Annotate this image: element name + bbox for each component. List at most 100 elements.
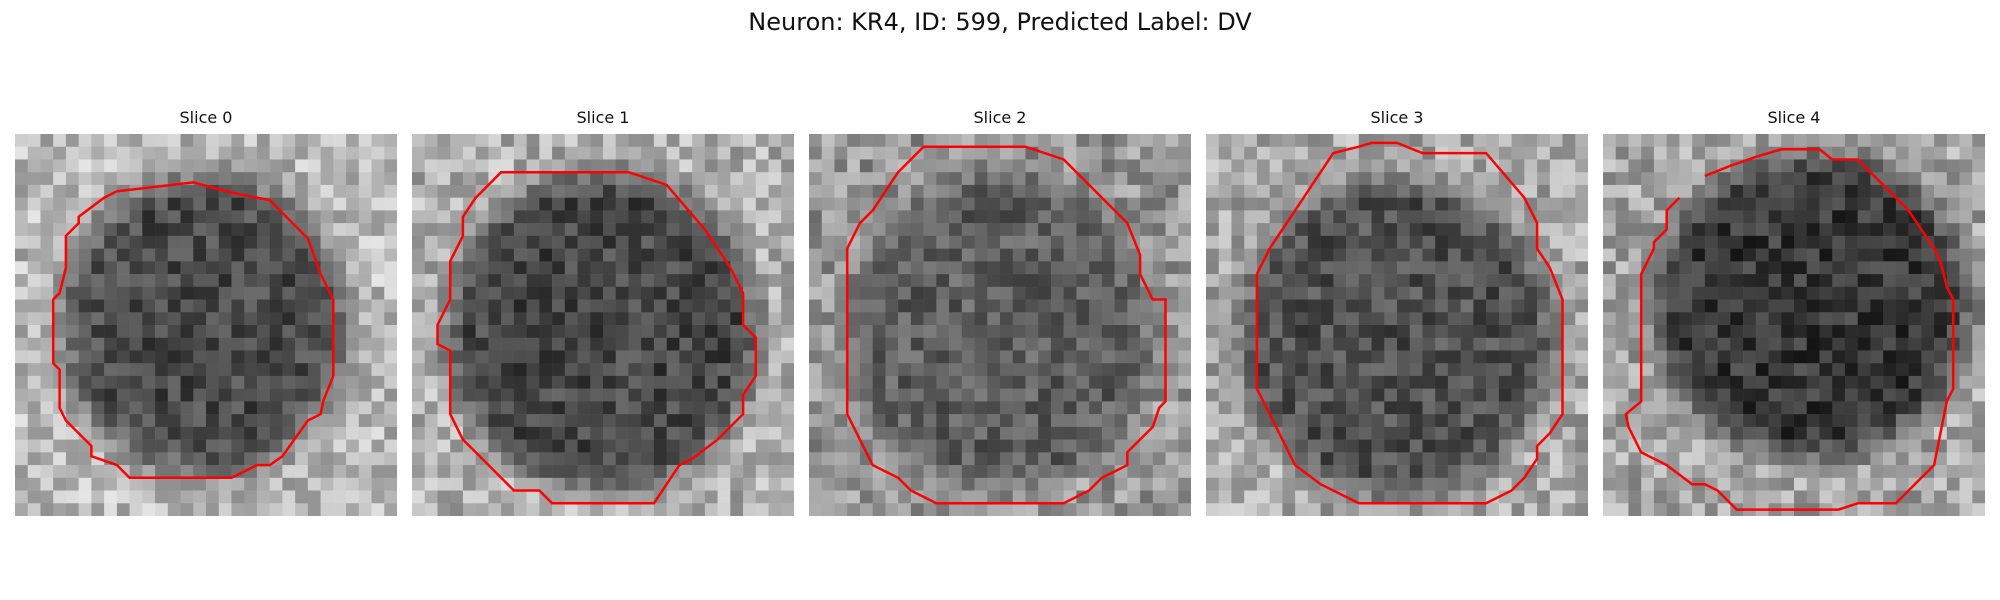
- pixel-cell: [1206, 159, 1220, 173]
- pixel-cell: [847, 439, 861, 453]
- pixel-cell: [1231, 414, 1245, 428]
- pixel-cell: [1409, 184, 1423, 198]
- pixel-cell: [1140, 312, 1154, 326]
- pixel-cell: [1781, 197, 1795, 211]
- pixel-cell: [15, 325, 29, 339]
- pixel-cell: [1549, 477, 1563, 491]
- pixel-cell: [1486, 426, 1500, 440]
- pixel-cell: [1972, 197, 1985, 211]
- pixel-cell: [1218, 465, 1232, 479]
- pixel-cell: [1615, 184, 1629, 198]
- pixel-cell: [142, 375, 156, 389]
- pixel-cell: [552, 286, 566, 300]
- pixel-cell: [1832, 490, 1846, 504]
- pixel-cell: [295, 235, 309, 249]
- pixel-cell: [885, 299, 899, 313]
- pixel-cell: [859, 299, 873, 313]
- pixel-cell: [1959, 210, 1973, 224]
- pixel-cell: [1435, 426, 1449, 440]
- pixel-cell: [936, 210, 950, 224]
- pixel-cell: [679, 401, 693, 415]
- pixel-cell: [1781, 363, 1795, 377]
- pixel-cell: [1959, 261, 1973, 275]
- pixel-cell: [961, 134, 975, 148]
- pixel-cell: [717, 134, 731, 148]
- pixel-cell: [987, 337, 1001, 351]
- pixel-cell: [1498, 312, 1512, 326]
- pixel-cell: [1679, 197, 1693, 211]
- pixel-cell: [206, 197, 220, 211]
- pixel-cell: [1384, 248, 1398, 262]
- pixel-cell: [1012, 350, 1026, 364]
- pixel-cell: [1346, 159, 1360, 173]
- pixel-cell: [1870, 490, 1884, 504]
- pixel-cell: [1447, 235, 1461, 249]
- pixel-cell: [692, 439, 706, 453]
- pixel-cell: [1025, 172, 1039, 186]
- pixel-cell: [1934, 350, 1948, 364]
- pixel-cell: [755, 235, 769, 249]
- pixel-cell: [768, 261, 782, 275]
- pixel-cell: [692, 388, 706, 402]
- pixel-cell: [501, 299, 515, 313]
- pixel-cell: [450, 337, 464, 351]
- pixel-cell: [1844, 248, 1858, 262]
- pixel-cell: [564, 134, 578, 148]
- pixel-cell: [1178, 235, 1191, 249]
- pixel-cell: [1511, 452, 1525, 466]
- pixel-cell: [1422, 350, 1436, 364]
- pixel-cell: [987, 465, 1001, 479]
- pixel-cell: [104, 286, 118, 300]
- pixel-cell: [1486, 477, 1500, 491]
- pixel-cell: [1089, 426, 1103, 440]
- pixel-cell: [1384, 235, 1398, 249]
- pixel-cell: [501, 172, 515, 186]
- pixel-cell: [1692, 299, 1706, 313]
- pixel-cell: [768, 146, 782, 160]
- pixel-cell: [475, 223, 489, 237]
- pixel-cell: [180, 210, 194, 224]
- pixel-cell: [1371, 414, 1385, 428]
- pixel-cell: [333, 197, 347, 211]
- pixel-cell: [218, 210, 232, 224]
- pixel-cell: [488, 414, 502, 428]
- pixel-cell: [834, 503, 848, 516]
- pixel-cell: [1844, 223, 1858, 237]
- pixel-cell: [1498, 426, 1512, 440]
- pixel-cell: [1473, 490, 1487, 504]
- pixel-cell: [450, 261, 464, 275]
- pixel-cell: [1025, 299, 1039, 313]
- pixel-cell: [1025, 134, 1039, 148]
- pixel-cell: [513, 452, 527, 466]
- pixel-cell: [1282, 350, 1296, 364]
- pixel-cell: [384, 350, 397, 364]
- pixel-cell: [1206, 261, 1220, 275]
- pixel-cell: [1460, 172, 1474, 186]
- pixel-cell: [384, 299, 397, 313]
- pixel-cell: [1384, 184, 1398, 198]
- pixel-cell: [295, 401, 309, 415]
- pixel-cell: [513, 248, 527, 262]
- pixel-cell: [1333, 197, 1347, 211]
- pixel-cell: [15, 465, 29, 479]
- pixel-cell: [371, 248, 385, 262]
- pixel-cell: [526, 414, 540, 428]
- pixel-cell: [768, 299, 782, 313]
- pixel-cell: [1921, 363, 1935, 377]
- pixel-cell: [1603, 172, 1617, 186]
- pixel-cell: [1549, 325, 1563, 339]
- pixel-cell: [1628, 261, 1642, 275]
- pixel-cell: [821, 159, 835, 173]
- pixel-cell: [1206, 465, 1220, 479]
- pixel-cell: [1038, 490, 1052, 504]
- pixel-cell: [1628, 134, 1642, 148]
- pixel-cell: [987, 388, 1001, 402]
- pixel-cell: [371, 414, 385, 428]
- pixel-cell: [1692, 337, 1706, 351]
- pixel-cell: [1295, 414, 1309, 428]
- pixel-cell: [1295, 223, 1309, 237]
- pixel-cell: [1653, 159, 1667, 173]
- pixel-cell: [1562, 197, 1576, 211]
- pixel-cell: [1063, 401, 1077, 415]
- pixel-cell: [1358, 223, 1372, 237]
